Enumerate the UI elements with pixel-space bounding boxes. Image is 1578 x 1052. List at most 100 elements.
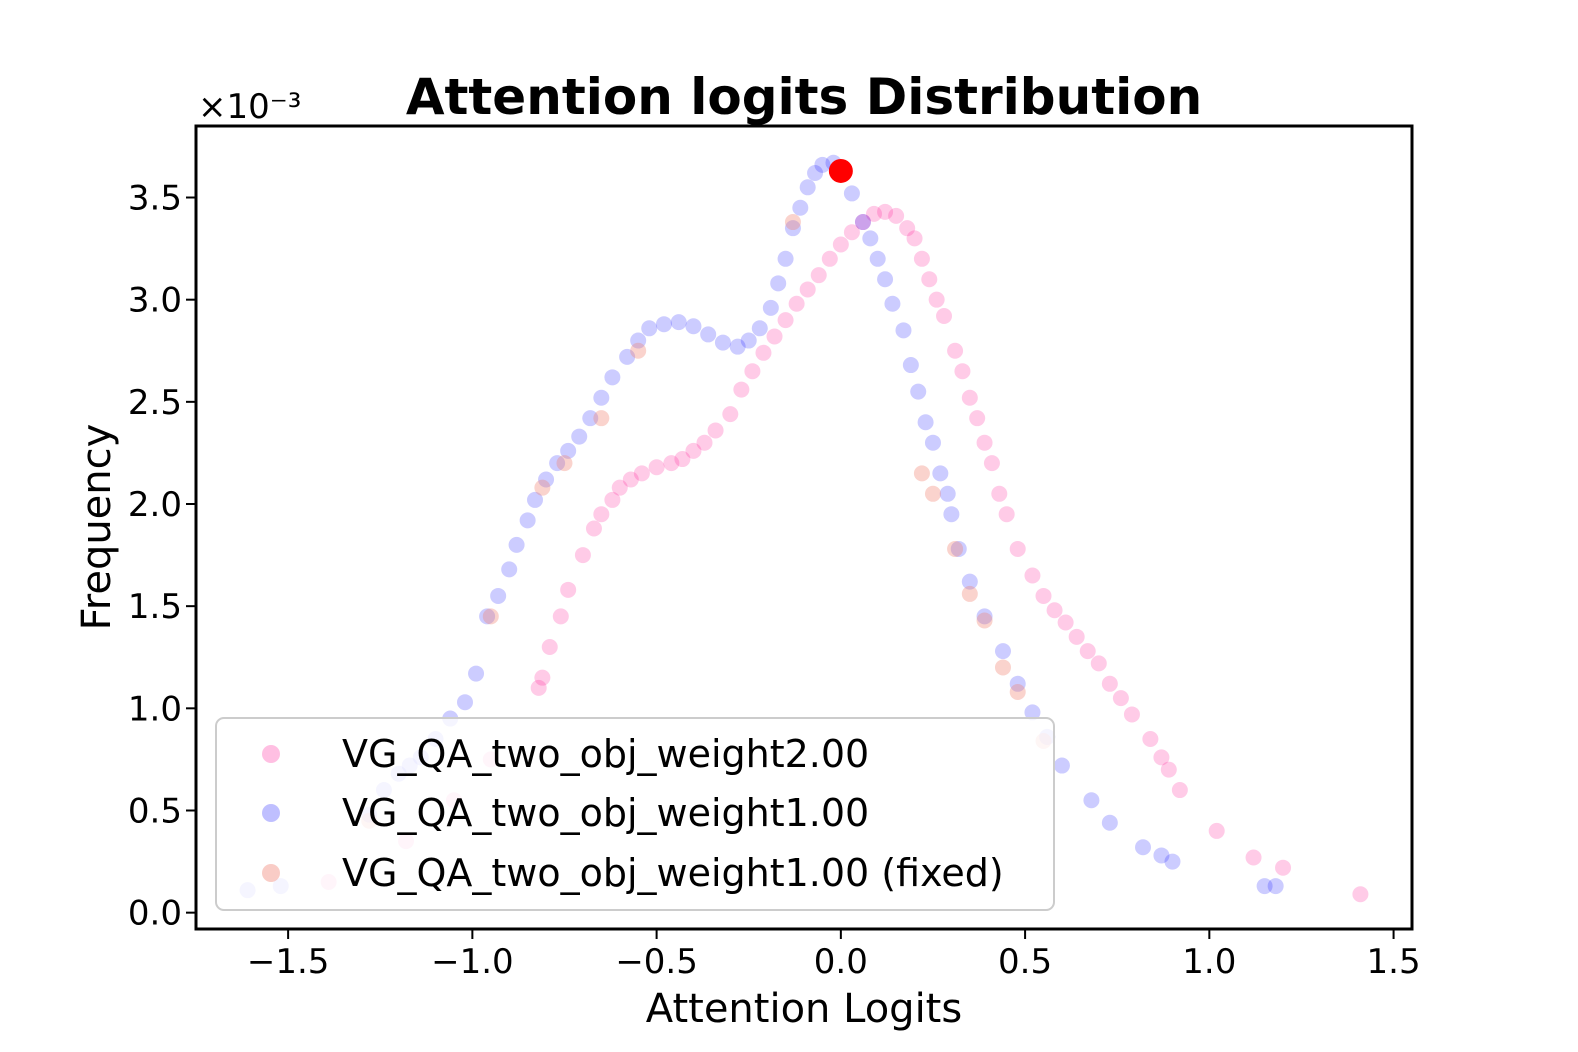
point-series-0-27: [777, 312, 794, 329]
y-axis-offset-text: ×10⁻³: [198, 87, 301, 127]
point-series-0-30: [810, 267, 827, 284]
point-series-1-46: [862, 230, 879, 247]
point-series-2-4: [593, 410, 610, 427]
series-2: [361, 214, 1052, 829]
point-series-0-55: [1046, 602, 1063, 619]
point-series-0-58: [1079, 643, 1096, 660]
point-series-1-28: [670, 314, 687, 331]
point-series-0-34: [854, 214, 871, 231]
point-series-0-68: [1245, 849, 1262, 866]
point-series-1-25: [630, 332, 647, 349]
point-series-1-29: [685, 318, 702, 335]
point-series-1-36: [770, 275, 787, 292]
point-series-1-26: [641, 320, 658, 337]
point-series-0-44: [947, 342, 964, 359]
point-series-1-12: [490, 587, 507, 604]
y-tick-label-1: 0.5: [128, 791, 182, 831]
point-series-2-8: [924, 485, 941, 502]
point-series-2-10: [961, 585, 978, 602]
point-series-0-22: [722, 406, 739, 423]
point-series-0-62: [1123, 706, 1140, 723]
point-series-0-45: [954, 363, 971, 380]
point-series-0-20: [696, 434, 713, 451]
legend-label-weight1: VG_QA_two_obj_weight1.00: [342, 791, 869, 835]
point-series-1-70: [1164, 853, 1181, 870]
point-series-0-7: [552, 608, 569, 625]
series-0: [320, 203, 1369, 903]
point-series-2-1: [482, 608, 499, 625]
point-series-1-39: [792, 199, 809, 216]
point-series-1-21: [582, 410, 599, 427]
point-series-0-56: [1057, 614, 1074, 631]
point-series-2-11: [976, 612, 993, 629]
point-series-0-46: [961, 389, 978, 406]
y-tick-label-3: 1.5: [128, 587, 182, 627]
point-series-1-48: [877, 271, 894, 288]
point-series-0-66: [1171, 782, 1188, 799]
point-series-0-36: [877, 203, 894, 220]
point-series-0-42: [928, 291, 945, 308]
x-axis-ticks: −1.5 −1.0 −0.5 0.0 0.5 1.0 1.5: [247, 929, 1421, 982]
point-series-0-59: [1090, 655, 1107, 672]
point-series-1-51: [902, 357, 919, 374]
legend-marker-weight2: [262, 745, 280, 763]
point-series-0-41: [921, 271, 938, 288]
point-series-1-66: [1083, 792, 1100, 809]
point-series-0-10: [585, 520, 602, 537]
legend-box: [215, 717, 1055, 911]
legend-marker-weight1: [262, 804, 280, 822]
point-series-1-68: [1135, 839, 1152, 856]
point-series-1-13: [501, 561, 518, 578]
point-series-0-50: [991, 485, 1008, 502]
point-series-1-31: [714, 334, 731, 351]
y-tick-label-0: 0.0: [128, 894, 182, 934]
point-series-1-37: [777, 250, 794, 267]
point-series-0-16: [648, 459, 665, 476]
point-series-0-28: [788, 295, 805, 312]
point-series-1-35: [762, 299, 779, 316]
point-series-0-15: [633, 465, 650, 482]
point-series-0-61: [1112, 690, 1129, 707]
point-series-1-9: [456, 694, 473, 711]
x-axis-label: Attention Logits: [646, 986, 962, 1032]
point-series-0-25: [755, 344, 772, 361]
point-series-1-52: [910, 383, 927, 400]
x-tick-label-1: −1.0: [431, 942, 514, 982]
point-series-1-19: [560, 442, 577, 459]
point-series-0-12: [604, 491, 621, 508]
point-series-1-71: [1256, 878, 1273, 895]
point-series-1-14: [508, 536, 525, 553]
point-series-1-56: [939, 485, 956, 502]
point-series-0-37: [888, 207, 905, 224]
point-series-0-9: [574, 547, 591, 564]
legend-label-weight1-fixed: VG_QA_two_obj_weight1.00 (fixed): [342, 851, 1004, 895]
point-series-1-65: [1053, 757, 1070, 774]
point-series-0-57: [1068, 628, 1085, 645]
point-series-0-54: [1035, 587, 1052, 604]
point-series-2-2: [534, 479, 551, 496]
x-tick-label-4: 0.5: [998, 942, 1052, 982]
point-series-0-43: [936, 308, 953, 325]
point-series-1-40: [799, 179, 816, 196]
point-series-1-22: [593, 389, 610, 406]
point-series-1-55: [932, 465, 949, 482]
chart-title: Attention logits Distribution: [406, 68, 1202, 126]
point-series-0-5: [534, 669, 551, 686]
point-series-2-9: [947, 540, 964, 557]
point-series-1-44: [843, 185, 860, 202]
point-series-0-26: [766, 328, 783, 345]
point-series-1-54: [924, 434, 941, 451]
y-tick-label-4: 2.0: [128, 485, 182, 525]
point-series-2-7: [913, 465, 930, 482]
point-series-0-11: [593, 506, 610, 523]
point-series-0-52: [1009, 540, 1026, 557]
x-tick-label-2: −0.5: [615, 942, 698, 982]
point-series-1-59: [961, 573, 978, 590]
point-series-0-53: [1024, 567, 1041, 584]
point-series-1-49: [884, 295, 901, 312]
point-series-2-5: [630, 342, 647, 359]
point-series-1-69: [1153, 847, 1170, 864]
y-tick-label-2: 1.0: [128, 689, 182, 729]
point-series-0-60: [1101, 675, 1118, 692]
point-series-0-32: [832, 236, 849, 253]
